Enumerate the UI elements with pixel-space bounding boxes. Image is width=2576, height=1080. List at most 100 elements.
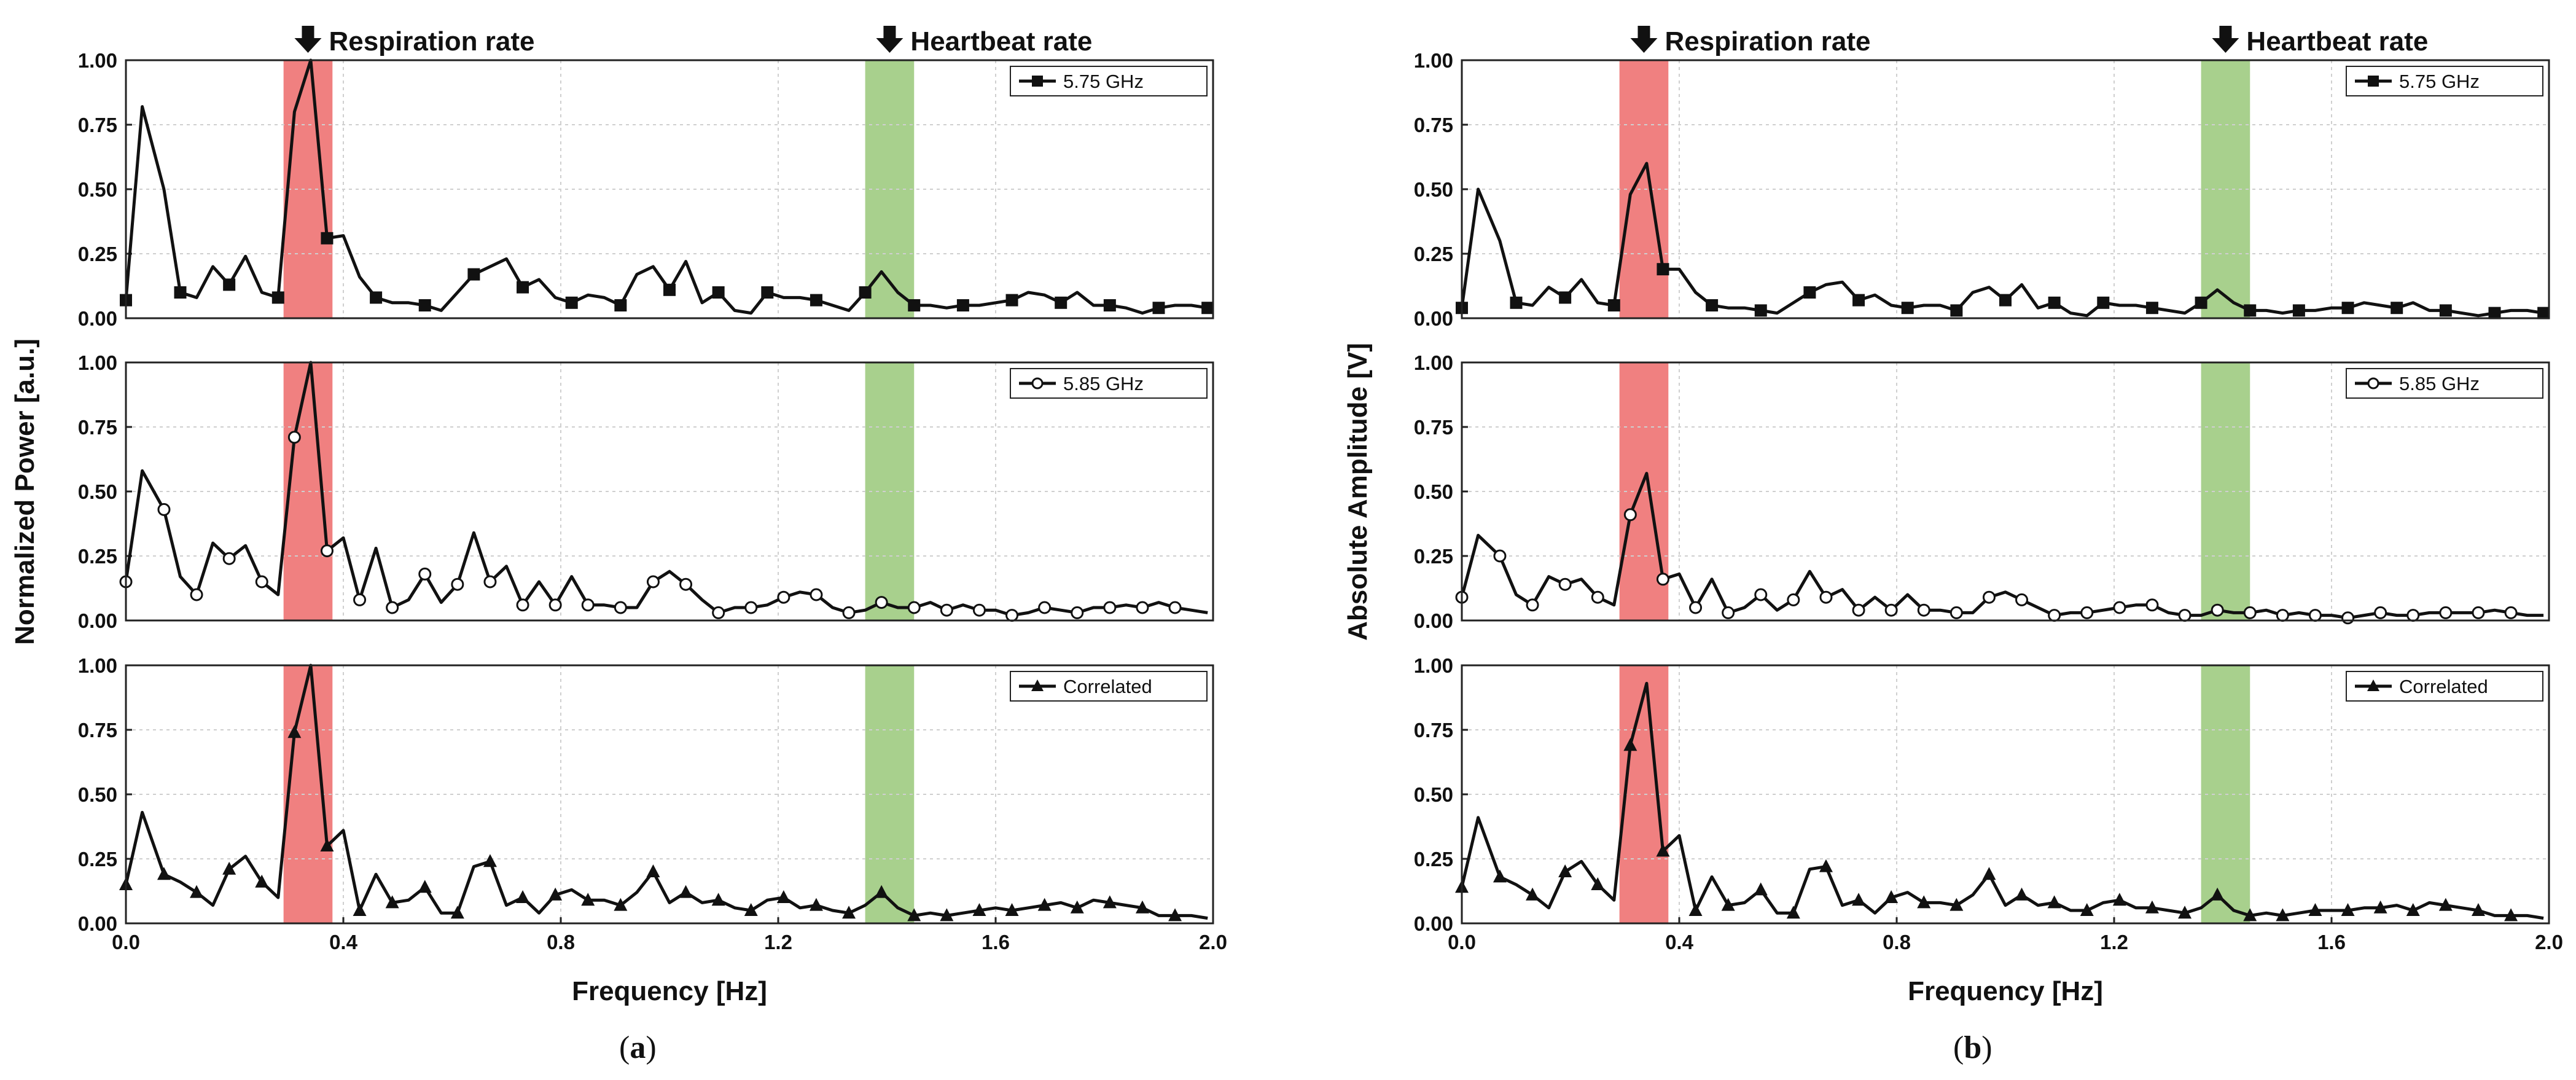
data-point-triangle: [875, 885, 889, 898]
x-tick-label: 0.0: [112, 931, 140, 953]
data-point-circle: [1754, 588, 1768, 601]
legend-marker: [1031, 679, 1044, 691]
data-point-triangle: [1852, 893, 1866, 906]
data-point-circle: [1136, 601, 1149, 614]
legend-marker: [2367, 377, 2379, 389]
x-axis-label: Frequency [Hz]: [1908, 976, 2103, 1006]
panel-1: 0.00 0.25 0.50 0.75 1.00 5.75 GHz: [1414, 49, 2550, 330]
data-point-square: [418, 299, 431, 311]
data-point-square: [2292, 304, 2305, 317]
x-tick-label: 1.6: [982, 931, 1010, 953]
data-point-circle: [1689, 601, 1703, 614]
data-point-circle: [712, 606, 725, 619]
caption-letter: b: [1964, 1030, 1981, 1065]
caption-open-paren: (: [619, 1030, 630, 1065]
data-point-square: [1607, 299, 1620, 311]
data-point-triangle: [1623, 738, 1637, 751]
plot-frame: [125, 59, 1214, 319]
data-point-triangle: [907, 908, 921, 922]
data-point-triangle: [646, 864, 660, 877]
x-tick-label: 1.2: [2100, 931, 2128, 953]
data-point-circle: [1005, 609, 1019, 622]
data-point-circle: [1917, 603, 1930, 617]
data-point-triangle: [2276, 908, 2290, 922]
data-point-square: [271, 291, 284, 304]
data-point-circle: [2145, 598, 2159, 612]
data-point-triangle: [2373, 900, 2387, 914]
data-point-circle: [190, 588, 203, 601]
y-tick-label: 0.00: [78, 912, 117, 935]
data-point-triangle: [1135, 900, 1149, 914]
legend: Correlated: [1010, 671, 1208, 702]
data-point-square: [467, 268, 480, 281]
data-point-circle: [2243, 606, 2257, 619]
data-point-triangle: [1950, 898, 1964, 911]
data-point-square: [2439, 304, 2452, 317]
data-point-triangle: [2211, 887, 2225, 901]
data-point-triangle: [190, 885, 204, 898]
data-point-circle: [646, 575, 660, 589]
data-point-triangle: [809, 898, 823, 911]
y-tick-label: 0.00: [1414, 912, 1453, 935]
data-point-circle: [222, 552, 236, 565]
data-point-triangle: [2178, 906, 2192, 919]
x-tick-label: 2.0: [2535, 931, 2563, 953]
data-point-circle: [2504, 606, 2518, 619]
data-point-square: [1510, 296, 1523, 309]
data-point-circle: [2406, 609, 2420, 622]
data-point-triangle: [614, 898, 628, 911]
data-point-circle: [418, 567, 432, 581]
data-point-circle: [386, 601, 399, 614]
y-tick-label: 0.50: [1414, 480, 1453, 503]
data-point-circle: [2276, 609, 2289, 622]
data-point-triangle: [842, 906, 856, 919]
data-point-square: [1901, 302, 1914, 315]
data-point-circle: [581, 598, 595, 612]
data-point-triangle: [1721, 898, 1735, 911]
y-tick-label: 0.25: [1414, 243, 1453, 265]
data-point-circle: [1591, 590, 1604, 604]
data-point-square: [565, 296, 578, 309]
caption-close-paren: ): [1981, 1030, 1992, 1065]
y-tick-label: 1.00: [78, 654, 117, 677]
data-point-circle: [353, 593, 367, 606]
data-point-square: [1754, 304, 1767, 317]
data-point-circle: [2178, 609, 2192, 622]
y-axis-label: Absolute Amplitude [V]: [1343, 343, 1373, 641]
legend: 5.75 GHz: [1010, 66, 1208, 96]
panel-2: 0.00 0.25 0.50 0.75 1.00 5.85 GHz: [1414, 351, 2550, 632]
data-point-square: [663, 283, 676, 296]
data-point-square: [370, 291, 383, 304]
data-point-square: [2488, 307, 2501, 319]
plot-frame: [1461, 664, 2550, 925]
data-point-triangle: [157, 867, 171, 880]
x-tick-label: 1.6: [2317, 931, 2346, 953]
x-axis-label: Frequency [Hz]: [572, 976, 767, 1006]
data-point-circle: [320, 544, 334, 558]
data-point-circle: [1787, 593, 1800, 606]
data-point-square: [1559, 291, 1572, 304]
data-point-square: [2048, 296, 2061, 309]
panel-3: 0.00 0.25 0.50 0.75 1.00 Correlated: [78, 654, 1214, 935]
data-point-triangle: [1688, 903, 1703, 916]
data-point-circle: [744, 601, 758, 614]
data-point-triangle: [1884, 890, 1899, 903]
data-point-triangle: [1786, 906, 1800, 919]
data-point-circle: [516, 598, 529, 612]
panel-2: 0.00 0.25 0.50 0.75 1.00 5.85 GHz: [78, 351, 1214, 632]
data-point-triangle: [2406, 903, 2420, 916]
y-tick-label: 0.25: [78, 848, 117, 871]
data-point-square: [2145, 302, 2158, 315]
data-point-triangle: [516, 890, 530, 903]
panel-3: 0.00 0.25 0.50 0.75 1.00 Correlated: [1414, 654, 2550, 935]
y-axis-label: Normalized Power [a.u.]: [10, 338, 40, 645]
x-tick-label: 0.8: [547, 931, 575, 953]
plot-frame: [125, 361, 1214, 622]
legend-marker: [1031, 377, 1044, 389]
data-point-circle: [2308, 609, 2322, 622]
data-point-circle: [777, 590, 790, 604]
data-point-circle: [548, 598, 562, 612]
data-point-circle: [2374, 606, 2387, 619]
data-point-circle: [1558, 577, 1572, 591]
